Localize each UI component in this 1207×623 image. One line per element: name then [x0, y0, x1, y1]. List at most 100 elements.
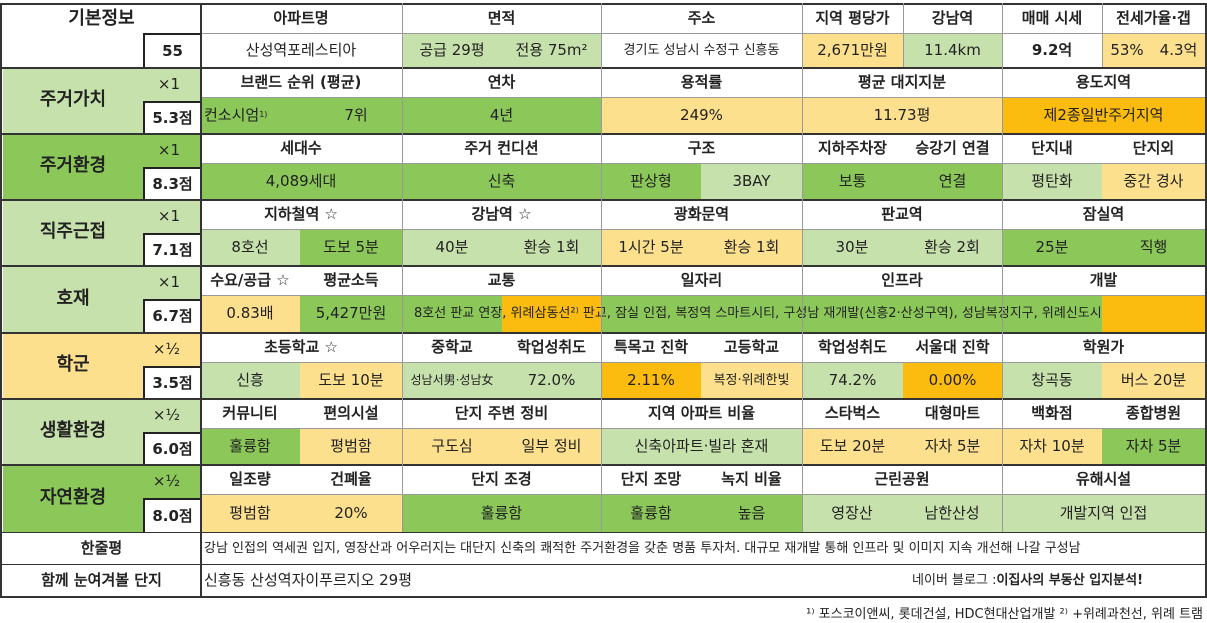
border-line	[0, 332, 1207, 334]
brand-text: 컨소시엄	[204, 105, 260, 124]
large-mart: 자차 5분	[903, 428, 1002, 464]
school-header-2: 학업성취도	[502, 332, 601, 362]
special-high-rate: 2.11%	[601, 362, 701, 398]
elementary-school: 신흥	[200, 362, 300, 398]
border-line	[0, 3, 2, 597]
residential_env-label: 주거환경	[3, 133, 143, 199]
community: 훌륭함	[200, 428, 300, 464]
snu-rate: 0.00%	[903, 362, 1002, 398]
residential_env-header-0: 세대수	[200, 133, 402, 163]
nature-header-1: 건폐율	[300, 464, 402, 494]
gwanghwamun-transfer: 환승 1회	[701, 229, 802, 265]
blog-prefix: 네이버 블로그 :	[912, 572, 997, 588]
related-label: 함께 눈여겨볼 단지	[3, 564, 200, 596]
school-multiplier: ×½	[143, 332, 200, 366]
school-label: 학군	[3, 332, 143, 398]
border-line	[0, 265, 1207, 267]
general-hospital: 자차 5분	[1102, 428, 1205, 464]
blog-credit: 네이버 블로그 : 이집사의 부동산 입지분석!	[840, 564, 1205, 596]
school-header-6: 서울대 진학	[903, 332, 1002, 362]
elevator-connection: 연결	[903, 163, 1002, 199]
complex-number: 55	[143, 33, 200, 67]
school-header-7: 학원가	[1002, 332, 1205, 362]
apartment-name: 산성역포레스티아	[200, 33, 402, 67]
development-header-1: 평균소득	[300, 265, 402, 295]
nature-header-4: 녹지 비율	[701, 464, 802, 494]
gangnam-time: 40분	[402, 229, 502, 265]
school-header-0: 초등학교 ☆	[200, 332, 402, 362]
residential_env-header-6: 단지외	[1102, 133, 1205, 163]
floor-area-ratio: 249%	[601, 97, 802, 133]
traffic-bg-orange	[502, 295, 602, 332]
basic-header-0: 아파트명	[200, 3, 402, 33]
landscape: 훌륭함	[402, 494, 601, 532]
basic-header-4: 강남역	[903, 3, 1002, 33]
residential_env-header-2: 구조	[601, 133, 802, 163]
border-line	[0, 199, 1207, 201]
commute-header-1: 강남역 ☆	[402, 199, 601, 229]
living-header-7: 종합병원	[1102, 398, 1205, 428]
land-share: 11.73평	[802, 97, 1002, 133]
residential_env-multiplier: ×1	[143, 133, 200, 167]
border-line	[0, 564, 1207, 565]
development-score: 6.7점	[143, 299, 200, 332]
basic-header-2: 주소	[601, 3, 802, 33]
residential_env-header-4: 승강기 연결	[903, 133, 1002, 163]
gangnam-transfer: 환승 1회	[502, 229, 601, 265]
border-line	[1205, 3, 1207, 597]
grid-line	[200, 163, 1205, 164]
residential_value-header-3: 평균 대지지분	[802, 67, 1002, 97]
development-header-3: 일자리	[601, 265, 802, 295]
nature-label: 자연환경	[3, 464, 143, 532]
nature-header-5: 근린공원	[802, 464, 1002, 494]
living-condition: 신축	[402, 163, 601, 199]
brand-name: 컨소시엄 1)	[200, 97, 310, 133]
academy-area: 창곡동	[1002, 362, 1102, 398]
nature-header-0: 일조량	[200, 464, 300, 494]
living-header-6: 백화점	[1002, 398, 1102, 428]
bay-type: 3BAY	[701, 163, 802, 199]
development-bg	[1102, 295, 1205, 332]
school-header-3: 특목고 진학	[601, 332, 701, 362]
school-header-5: 학업성취도	[802, 332, 903, 362]
academy-bus: 버스 20분	[1102, 362, 1205, 398]
high-school: 복정·위례한빛	[701, 362, 802, 398]
residential_env-score: 8.3점	[143, 167, 200, 199]
exclusive-area: 전용 75m²	[502, 33, 601, 67]
living-header-0: 커뮤니티	[200, 398, 300, 428]
structure-type: 판상형	[601, 163, 701, 199]
complex-view: 훌륭함	[601, 494, 701, 532]
elementary-walk: 도보 10분	[300, 362, 402, 398]
commute-multiplier: ×1	[143, 199, 200, 233]
traffic-bg-green	[402, 295, 502, 332]
jeonse-ratio: 53%	[1102, 33, 1152, 67]
basic-header-6: 전세가율·갭	[1102, 3, 1205, 33]
address: 경기도 성남시 수정구 신흥동	[601, 33, 802, 67]
middle-school: 성남서男·성남女	[402, 362, 502, 398]
gap-amount: 4.3억	[1152, 33, 1205, 67]
high-achievement: 74.2%	[802, 362, 903, 398]
brand-rank: 7위	[310, 97, 402, 133]
border-line	[200, 3, 202, 597]
development-header-2: 교통	[402, 265, 601, 295]
jamsil-transfer: 직행	[1102, 229, 1205, 265]
residential_value-multiplier: ×1	[143, 67, 200, 101]
grid-line	[200, 33, 1205, 34]
development-label: 호재	[3, 265, 143, 332]
subway-walk: 도보 5분	[300, 229, 402, 265]
grid-line	[200, 428, 1205, 429]
gangnam-distance: 11.4km	[903, 33, 1002, 67]
zoning: 제2종일반주거지역	[1002, 97, 1205, 133]
border-line	[0, 67, 1207, 69]
basic-header-5: 매매 시세	[1002, 3, 1102, 33]
supply-area: 공급 29평	[402, 33, 502, 67]
grid-line	[200, 295, 1205, 296]
development-details: 8호선 판교 연장, 위례삼동선²⁾ 판교, 잠실 인접, 복정역 스마트시티,…	[414, 306, 1102, 321]
development-multiplier: ×1	[143, 265, 200, 299]
grid-line	[200, 494, 1205, 495]
apartment-ratio: 신축아파트·빌라 혼재	[601, 428, 802, 464]
pangyo-transfer: 환승 2회	[902, 229, 1002, 265]
commute-header-4: 잠실역	[1002, 199, 1205, 229]
building-age: 4년	[402, 97, 601, 133]
